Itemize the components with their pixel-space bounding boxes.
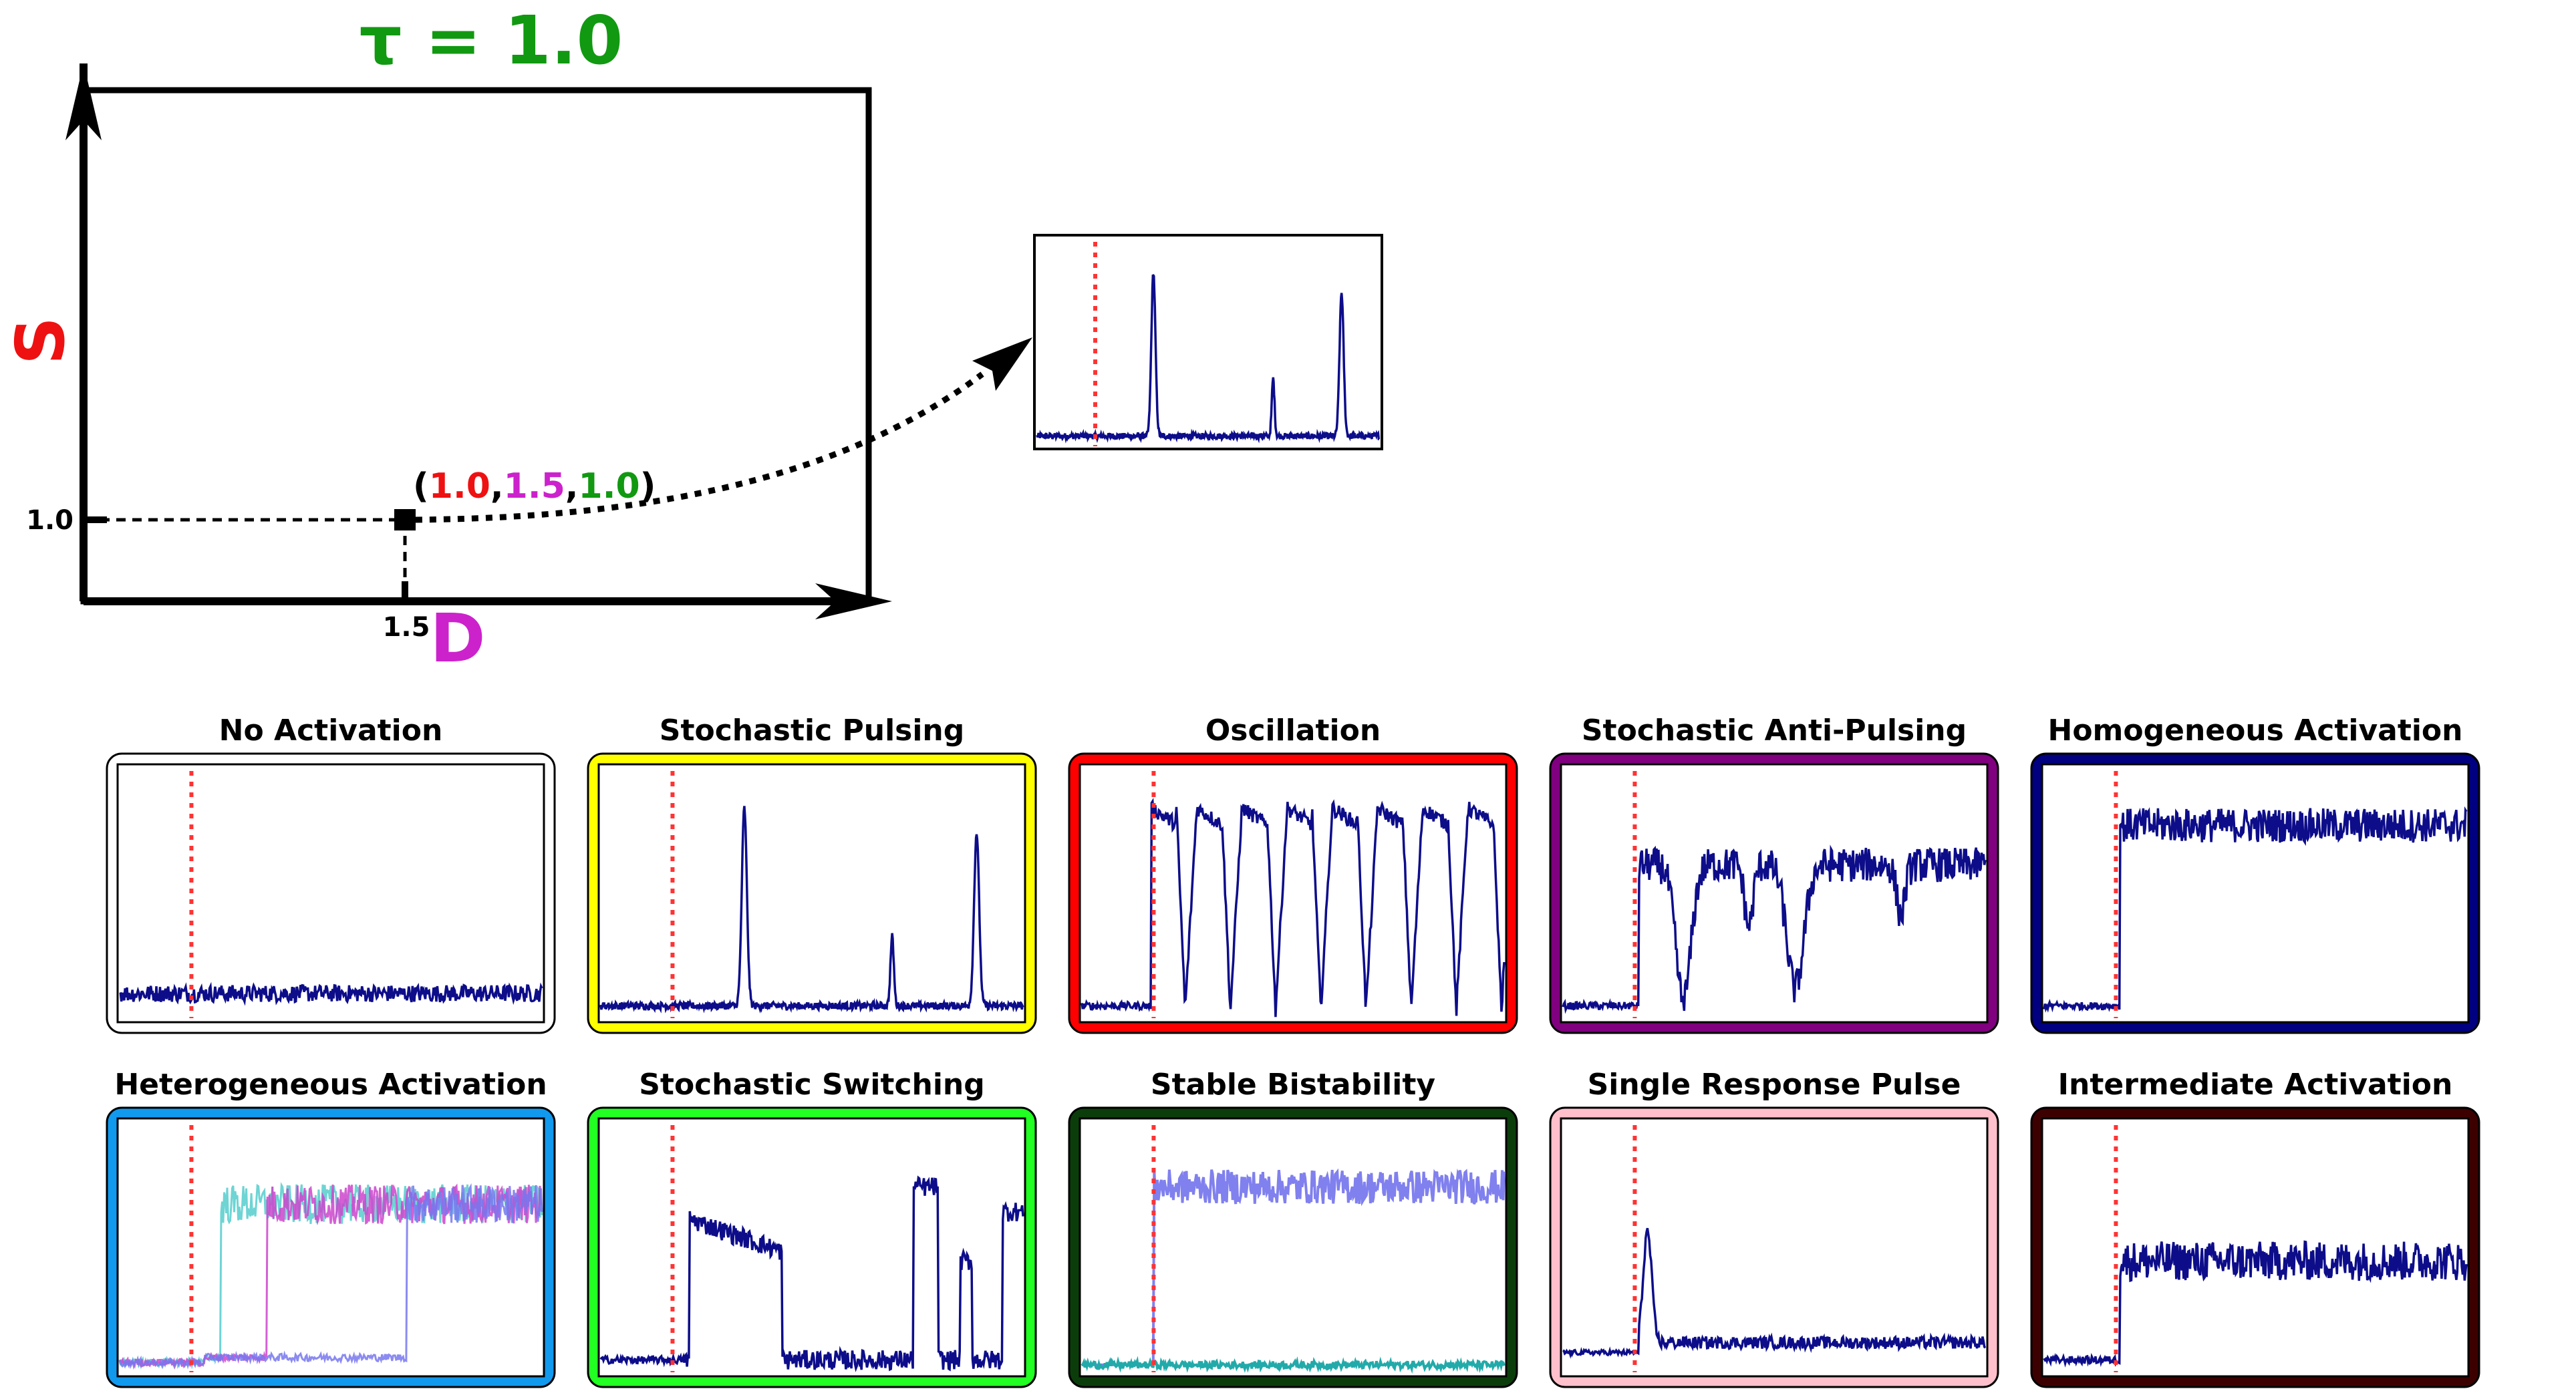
phase-plot: S D 1.0 1.5 (1.0,1.5,1.0) bbox=[1, 63, 1032, 677]
x-axis-label: D bbox=[430, 599, 485, 677]
panel-title: Homogeneous Activation bbox=[2048, 714, 2463, 748]
panel-stable-bistability: Stable Bistability bbox=[1068, 1068, 1518, 1388]
panel-title: Stable Bistability bbox=[1151, 1068, 1435, 1102]
y-axis-label: S bbox=[1, 317, 80, 365]
parameter-point-marker bbox=[394, 509, 416, 530]
y-tick-label: 1.0 bbox=[26, 505, 74, 536]
phase-plot-frame bbox=[80, 87, 872, 605]
panel-plot-area bbox=[116, 1117, 545, 1378]
tau-title: τ = 1.0 bbox=[360, 1, 623, 80]
point-comma-1: , bbox=[490, 466, 504, 506]
panel-plot-area bbox=[1560, 1117, 1989, 1378]
panel-single-response-pulse: Single Response Pulse bbox=[1549, 1068, 1999, 1388]
panel-stochastic-anti-pulsing: Stochastic Anti-Pulsing bbox=[1549, 714, 1999, 1034]
point-close-paren: ) bbox=[640, 466, 656, 506]
point-to-inset-curve bbox=[415, 371, 984, 523]
panel-oscillation: Oscillation bbox=[1068, 714, 1518, 1034]
panel-title: Heterogeneous Activation bbox=[114, 1068, 547, 1102]
y-axis-arrowhead bbox=[65, 63, 102, 140]
panel-title: Intermediate Activation bbox=[2058, 1068, 2453, 1102]
x-tick-label: 1.5 bbox=[383, 612, 430, 643]
panel-stochastic-switching: Stochastic Switching bbox=[587, 1068, 1037, 1388]
panel-no-activation-trace bbox=[119, 981, 543, 1006]
panel-intermediate-activation: Intermediate Activation bbox=[2030, 1068, 2480, 1388]
panel-heterogeneous-activation-trace-3 bbox=[118, 1183, 543, 1370]
inset-frame bbox=[1033, 234, 1383, 450]
inset-trace-panel bbox=[1033, 234, 1383, 450]
point-to-inset-arrowhead bbox=[972, 337, 1032, 391]
panel-title: Stochastic Anti-Pulsing bbox=[1582, 714, 1967, 748]
panel-heterogeneous-activation: Heterogeneous Activation bbox=[106, 1068, 556, 1388]
panel-title: Stochastic Switching bbox=[639, 1068, 985, 1102]
panel-intermediate-activation-trace bbox=[2043, 1240, 2468, 1368]
point-d-value: 1.5 bbox=[504, 466, 565, 506]
panel-plot-area bbox=[1079, 1117, 1508, 1378]
panel-title: Oscillation bbox=[1205, 714, 1381, 748]
panel-title: Single Response Pulse bbox=[1588, 1068, 1961, 1102]
panel-title: Stochastic Pulsing bbox=[660, 714, 965, 748]
panel-stable-bistability-low-trace bbox=[1081, 1356, 1506, 1374]
panel-plot-area bbox=[597, 763, 1026, 1024]
parameter-point-label: (1.0,1.5,1.0) bbox=[413, 466, 656, 506]
panel-homogeneous-activation: Homogeneous Activation bbox=[2030, 714, 2480, 1034]
panel-stochastic-pulsing: Stochastic Pulsing bbox=[587, 714, 1037, 1034]
panel-oscillation-trace bbox=[1081, 798, 1506, 1018]
point-s-value: 1.0 bbox=[429, 466, 490, 506]
panel-plot-area bbox=[1079, 763, 1508, 1024]
panel-stochastic-anti-pulsing-trace bbox=[1562, 844, 1987, 1014]
panel-plot-area bbox=[597, 1117, 1026, 1378]
x-axis-arrowhead bbox=[815, 583, 892, 619]
panel-plot-area bbox=[2041, 763, 2470, 1024]
point-tau-value: 1.0 bbox=[579, 466, 640, 506]
behavior-panels-grid: No Activation Stochastic Pulsing Oscillati… bbox=[106, 714, 2480, 1388]
panel-plot-area bbox=[1560, 763, 1989, 1024]
panel-title: No Activation bbox=[219, 714, 443, 748]
panel-no-activation: No Activation bbox=[106, 714, 556, 1034]
panel-plot-area bbox=[116, 763, 545, 1024]
point-comma-2: , bbox=[565, 466, 579, 506]
point-open-paren: ( bbox=[413, 466, 429, 506]
